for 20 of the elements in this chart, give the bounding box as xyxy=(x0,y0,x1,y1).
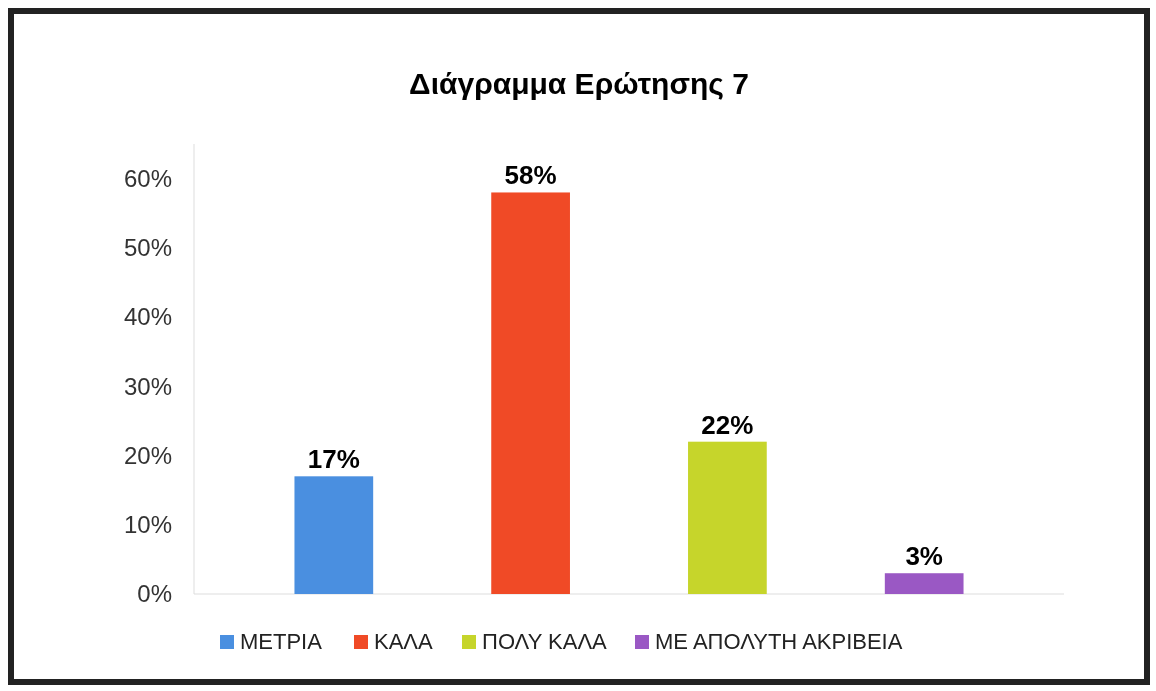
bar xyxy=(688,441,767,594)
y-tick-label: 0% xyxy=(137,580,172,608)
legend-label: ΠΟΛΥ ΚΑΛΑ xyxy=(482,629,608,654)
bar xyxy=(294,476,374,594)
data-label: 3% xyxy=(905,541,943,572)
data-label: 17% xyxy=(307,444,360,475)
y-tick-label: 50% xyxy=(123,234,172,262)
y-tick-label: 20% xyxy=(123,441,172,469)
y-tick-label: 40% xyxy=(123,303,172,331)
y-tick-label: 10% xyxy=(123,511,172,539)
bar xyxy=(884,573,964,594)
y-tick-label: 60% xyxy=(123,165,172,193)
legend-label: ΜΕΤΡΙΑ xyxy=(240,629,323,654)
data-label: 58% xyxy=(504,160,557,191)
legend-label: ΚΑΛΑ xyxy=(374,629,434,654)
legend-label: ΜΕ ΑΠΟΛΥΤΗ ΑΚΡΙΒΕΙΑ xyxy=(655,629,903,654)
chart-title: Διάγραμμα Ερώτησης 7 xyxy=(409,67,749,100)
y-tick-label: 30% xyxy=(123,372,172,400)
data-label: 22% xyxy=(701,409,754,440)
bar xyxy=(491,192,570,594)
